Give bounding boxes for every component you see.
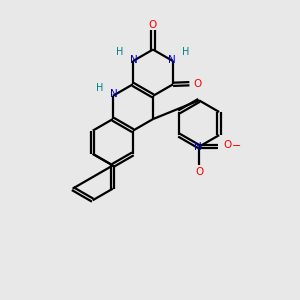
- Text: −: −: [232, 141, 242, 151]
- Text: O: O: [149, 20, 157, 30]
- Text: N: N: [194, 142, 201, 152]
- Text: O: O: [194, 79, 202, 89]
- Text: H: H: [96, 82, 103, 93]
- Text: N: N: [168, 55, 176, 65]
- Text: H: H: [116, 47, 124, 57]
- Text: N: N: [130, 55, 138, 65]
- Text: N: N: [110, 89, 118, 99]
- Text: O: O: [195, 167, 203, 177]
- Text: O: O: [223, 140, 231, 150]
- Text: H: H: [182, 47, 190, 57]
